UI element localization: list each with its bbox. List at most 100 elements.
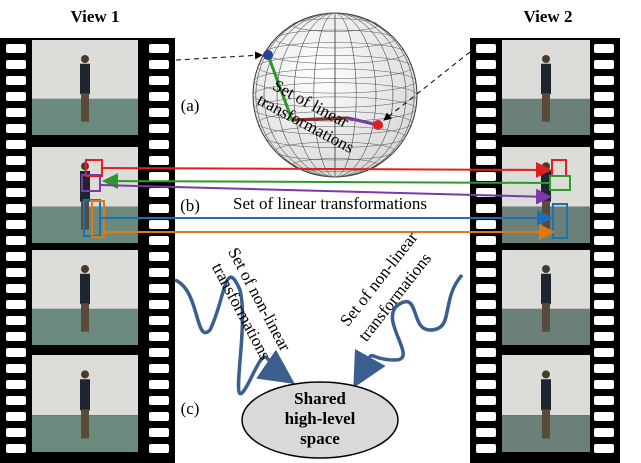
film-strips xyxy=(0,38,620,463)
sprocket xyxy=(6,60,26,69)
sprocket xyxy=(6,204,26,213)
person-legs xyxy=(542,200,550,230)
sprocket xyxy=(594,348,614,357)
sprocket xyxy=(149,76,169,85)
sprocket xyxy=(6,380,26,389)
sprocket xyxy=(594,124,614,133)
sprocket xyxy=(594,380,614,389)
parallel xyxy=(253,96,417,122)
person-legs xyxy=(542,409,550,439)
sprocket xyxy=(6,348,26,357)
sprocket xyxy=(149,284,169,293)
person-head xyxy=(81,370,89,379)
sprocket xyxy=(476,252,496,261)
sprocket xyxy=(6,140,26,149)
person-body xyxy=(80,273,90,305)
person-legs xyxy=(81,93,89,122)
sprocket xyxy=(594,220,614,229)
sprocket xyxy=(149,156,169,165)
sphere xyxy=(175,12,471,178)
sprocket xyxy=(149,60,169,69)
sprocket xyxy=(149,444,169,453)
shared-space xyxy=(241,381,399,459)
sprocket xyxy=(149,204,169,213)
sprocket xyxy=(476,108,496,117)
person-head xyxy=(542,55,550,63)
sprocket xyxy=(6,188,26,197)
parallel xyxy=(257,111,413,135)
person-legs xyxy=(81,409,89,439)
sprocket xyxy=(476,364,496,373)
sprocket xyxy=(6,172,26,181)
sprocket xyxy=(476,76,496,85)
sprocket xyxy=(6,220,26,229)
sprocket xyxy=(6,364,26,373)
sprocket xyxy=(476,236,496,245)
sprocket xyxy=(149,220,169,229)
sprocket xyxy=(6,396,26,405)
sprocket xyxy=(149,252,169,261)
parallel xyxy=(274,141,396,161)
parallel xyxy=(292,158,378,172)
label: (c) xyxy=(181,399,200,418)
sprocket xyxy=(594,332,614,341)
sprocket xyxy=(149,396,169,405)
label: (b) xyxy=(180,196,200,215)
sprocket xyxy=(6,332,26,341)
nonlinear-path xyxy=(353,273,464,389)
sprocket xyxy=(594,316,614,325)
sprocket xyxy=(6,44,26,53)
person-head xyxy=(81,55,89,63)
sprocket xyxy=(149,140,169,149)
sprocket xyxy=(594,268,614,277)
sprocket xyxy=(594,92,614,101)
sprocket xyxy=(476,348,496,357)
sprocket xyxy=(594,364,614,373)
sprocket xyxy=(6,428,26,437)
sprocket xyxy=(149,268,169,277)
sprocket xyxy=(149,172,169,181)
person-head xyxy=(542,265,550,273)
person-body xyxy=(80,379,90,411)
sprocket xyxy=(594,412,614,421)
person-body xyxy=(541,379,551,411)
sprocket xyxy=(149,412,169,421)
sprocket xyxy=(476,428,496,437)
sprocket xyxy=(149,108,169,117)
person-head xyxy=(542,370,550,379)
sprocket xyxy=(594,444,614,453)
sprocket xyxy=(6,92,26,101)
sprocket xyxy=(6,268,26,277)
sprocket xyxy=(149,316,169,325)
sprocket xyxy=(6,252,26,261)
sprocket xyxy=(476,412,496,421)
sprocket xyxy=(476,268,496,277)
nonlinear-path xyxy=(174,275,295,396)
linear-caption: Set of linear transformations xyxy=(233,194,427,213)
sprocket xyxy=(476,316,496,325)
sprocket xyxy=(476,124,496,133)
sprocket xyxy=(149,44,169,53)
sprocket xyxy=(594,140,614,149)
sprocket xyxy=(476,284,496,293)
sprocket xyxy=(476,140,496,149)
sprocket xyxy=(6,300,26,309)
person-body xyxy=(541,171,551,202)
person-legs xyxy=(81,303,89,332)
sprocket xyxy=(6,108,26,117)
sprocket xyxy=(476,92,496,101)
sprocket xyxy=(476,444,496,453)
sprocket xyxy=(594,428,614,437)
sprocket xyxy=(594,156,614,165)
sprocket xyxy=(476,220,496,229)
parallel xyxy=(252,82,418,108)
sprocket xyxy=(476,396,496,405)
parallel xyxy=(292,18,378,32)
person-legs xyxy=(542,303,550,332)
sprocket xyxy=(6,156,26,165)
sprocket xyxy=(6,444,26,453)
sprocket xyxy=(476,300,496,309)
person-body xyxy=(541,273,551,305)
sprocket xyxy=(476,332,496,341)
